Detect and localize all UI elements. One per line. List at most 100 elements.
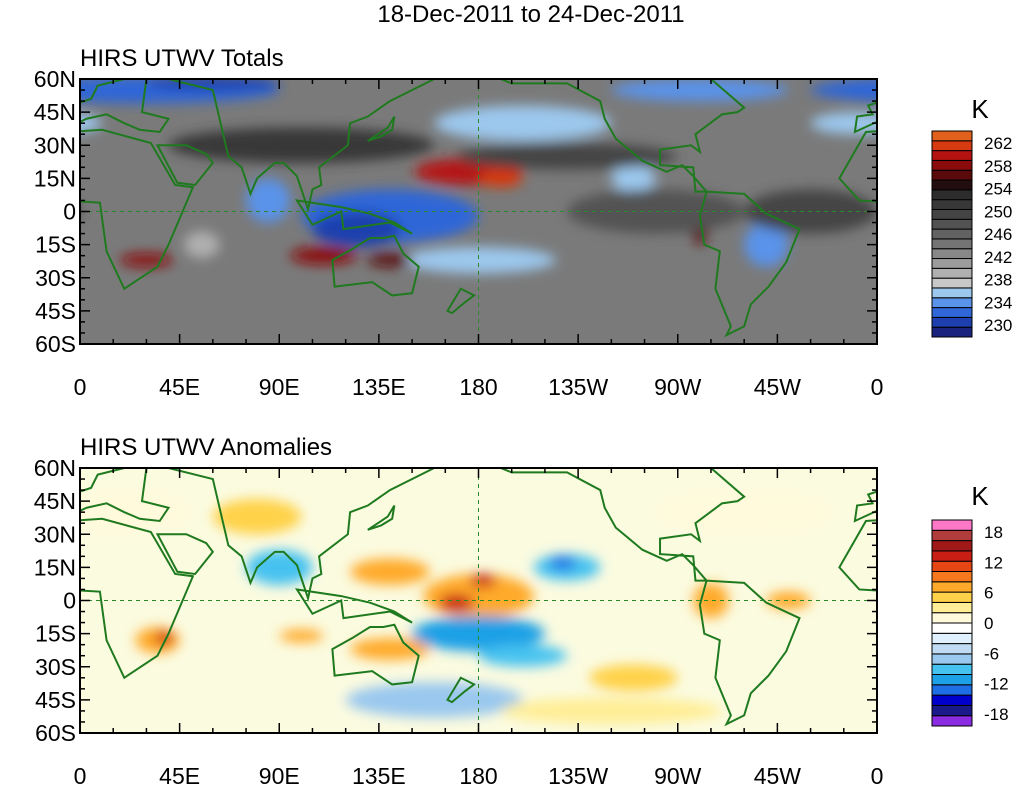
longitude-label: 0 xyxy=(871,763,884,785)
coastline xyxy=(294,199,413,235)
coastlines xyxy=(80,468,877,727)
coastline xyxy=(500,79,746,193)
colorbar-swatch xyxy=(931,653,973,665)
field-blob xyxy=(350,558,430,586)
colorbar-swatch xyxy=(931,307,973,318)
coastline xyxy=(446,287,476,315)
colorbar-swatch xyxy=(931,150,973,161)
colorbar-swatch xyxy=(931,663,973,676)
latitude-label: 0 xyxy=(63,588,76,614)
field-blob xyxy=(119,253,173,267)
colorbar-swatch xyxy=(931,169,973,181)
latitude-label: 60S xyxy=(35,720,76,746)
coastline xyxy=(168,79,435,214)
latitude-label: 30S xyxy=(35,265,76,291)
coastline xyxy=(698,579,801,727)
colorbar-swatch xyxy=(931,326,973,338)
latitude-label: 45N xyxy=(34,99,76,125)
coastline xyxy=(168,468,435,603)
field-blob xyxy=(168,127,435,163)
field-blob xyxy=(246,178,291,223)
coastline xyxy=(331,623,420,686)
colorbar-swatch xyxy=(931,571,973,583)
latitude-label: 30N xyxy=(34,521,76,547)
colorbar-swatch xyxy=(931,159,973,171)
field-blob xyxy=(80,490,191,535)
longitude-label: 90E xyxy=(259,763,300,785)
field-blob xyxy=(589,664,678,692)
colorbar-swatch xyxy=(931,316,973,328)
field-blob xyxy=(350,638,430,661)
longitude-label: 0 xyxy=(74,763,87,785)
latitude-label: 45S xyxy=(35,687,76,713)
axis-ticks xyxy=(79,467,878,734)
latitude-labels: 60N 45N 30N 15N 0 15S 30S 45S 60S xyxy=(34,66,76,357)
coastline xyxy=(155,533,215,576)
colorbar-unit: K xyxy=(971,481,989,511)
colorbar-label: 262 xyxy=(984,134,1012,153)
longitude-label: 0 xyxy=(74,374,87,400)
field-blob xyxy=(212,498,302,535)
colorbar-swatch xyxy=(931,674,973,686)
longitude-label: 45E xyxy=(159,374,200,400)
latitude-label: 45S xyxy=(35,298,76,324)
latitude-labels: 60N 45N 30N 15N 0 15S 30S 45S 60S xyxy=(34,455,76,746)
field-blob xyxy=(611,165,656,192)
colorbar-swatch xyxy=(931,208,973,220)
longitude-label: 0 xyxy=(871,374,884,400)
field-blob xyxy=(412,615,545,652)
latitude-label: 60N xyxy=(34,455,76,481)
latitude-label: 15S xyxy=(35,232,76,258)
colorbar-label: 254 xyxy=(984,180,1012,199)
latitude-label: 30S xyxy=(35,654,76,680)
field-blob xyxy=(438,593,475,612)
coastline xyxy=(80,79,171,134)
colorbar-label: 242 xyxy=(984,248,1012,267)
longitude-label: 135E xyxy=(352,374,406,400)
map-field xyxy=(80,468,877,733)
field-blob xyxy=(246,549,313,586)
longitude-labels: 0 45E 90E 135E 180 135W 90W 45W 0 xyxy=(74,763,884,785)
field-blob xyxy=(500,697,723,725)
latitude-label: 30N xyxy=(34,132,76,158)
longitude-label: 180 xyxy=(459,763,497,785)
field-blob xyxy=(549,556,576,570)
coastline xyxy=(331,234,420,297)
colorbar-swatch xyxy=(931,179,973,191)
colorbar-label: 18 xyxy=(984,523,1003,542)
field-blob xyxy=(478,644,568,667)
coastline xyxy=(80,468,171,523)
colorbar-swatch xyxy=(931,140,973,152)
colorbar-swatch xyxy=(931,267,973,279)
colorbar-label: 0 xyxy=(984,614,993,633)
coastlines xyxy=(80,79,877,338)
field-blob xyxy=(469,574,497,588)
colorbar-label: 258 xyxy=(984,157,1012,176)
field-blob xyxy=(345,682,523,718)
colorbar-swatch xyxy=(931,601,973,614)
latitude-label: 0 xyxy=(63,199,76,225)
field-blob xyxy=(184,231,220,258)
colorbar-label: 246 xyxy=(984,225,1012,244)
field-blob xyxy=(478,169,523,188)
latitude-label: 60S xyxy=(35,331,76,357)
latitude-label: 15N xyxy=(34,165,76,191)
coastline xyxy=(294,588,413,624)
colorbar-swatch xyxy=(931,581,973,593)
field-blob xyxy=(693,582,729,619)
colorbar-swatch xyxy=(931,622,973,634)
latitude-label: 60N xyxy=(34,66,76,92)
longitude-label: 135W xyxy=(548,374,608,400)
longitude-label: 45E xyxy=(159,763,200,785)
latitude-label: 15N xyxy=(34,554,76,580)
colorbar-label: 12 xyxy=(984,553,1003,572)
axis-ticks xyxy=(79,78,878,345)
field-blob xyxy=(567,189,745,234)
colorbar-swatch xyxy=(931,228,973,240)
colorbar-swatch xyxy=(931,130,973,142)
longitude-label: 90W xyxy=(654,374,702,400)
colorbar: 18 12 6 0 -6 -12 -18 xyxy=(931,519,1009,727)
coastline xyxy=(80,517,195,680)
longitude-label: 90W xyxy=(654,763,702,785)
panel-anomalies: HIRS UTWV Anomalies 60N 45N 30N 15N 0 15S 30S 4… xyxy=(34,434,1009,785)
